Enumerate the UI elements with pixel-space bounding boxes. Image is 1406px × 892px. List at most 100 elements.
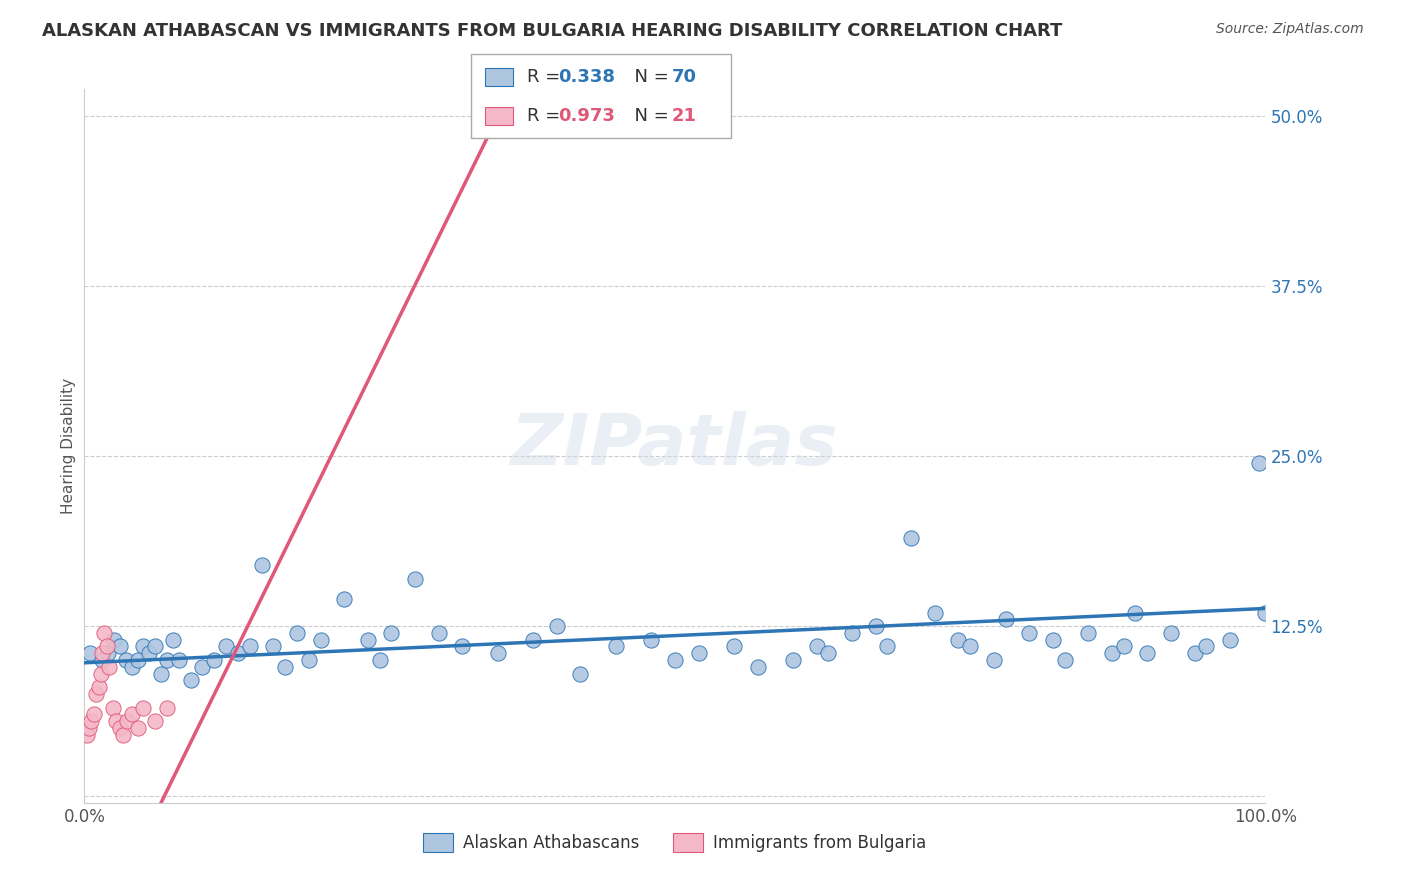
Point: [93, 626, 115, 640]
Point: [115, 714, 138, 729]
Point: [80, 714, 103, 729]
Point: [103, 632, 125, 647]
Point: [143, 640, 166, 654]
Text: 0.973: 0.973: [558, 107, 614, 125]
Point: [876, 640, 898, 654]
Point: [1077, 626, 1099, 640]
Point: [121, 660, 143, 674]
Point: [150, 666, 173, 681]
Point: [1160, 626, 1182, 640]
Point: [640, 632, 662, 647]
Point: [865, 619, 887, 633]
Point: [97, 646, 120, 660]
Point: [900, 531, 922, 545]
Point: [948, 632, 970, 647]
Point: [1018, 626, 1040, 640]
Point: [101, 700, 124, 714]
Point: [486, 646, 509, 660]
Point: [215, 640, 238, 654]
Point: [132, 700, 155, 714]
Point: [180, 673, 202, 688]
Point: [143, 714, 166, 729]
Point: [1101, 646, 1123, 660]
Text: 21: 21: [672, 107, 697, 125]
Point: [664, 653, 686, 667]
Legend: Alaskan Athabascans, Immigrants from Bulgaria: Alaskan Athabascans, Immigrants from Bul…: [416, 826, 934, 859]
Text: 0.338: 0.338: [558, 69, 616, 87]
Point: [114, 653, 136, 667]
Point: [191, 660, 214, 674]
Point: [226, 646, 249, 660]
Point: [357, 632, 380, 647]
Point: [202, 653, 225, 667]
Text: R =: R =: [527, 107, 567, 125]
Point: [427, 626, 450, 640]
Point: [522, 632, 544, 647]
Point: [309, 632, 332, 647]
Point: [994, 612, 1017, 626]
Point: [841, 626, 863, 640]
Point: [688, 646, 710, 660]
Point: [91, 646, 114, 660]
Point: [250, 558, 273, 572]
Point: [127, 653, 149, 667]
Point: [127, 721, 149, 735]
Point: [747, 660, 769, 674]
Point: [132, 640, 155, 654]
Point: [91, 653, 114, 667]
Point: [368, 653, 391, 667]
Point: [285, 626, 308, 640]
Point: [239, 640, 262, 654]
Point: [333, 591, 356, 606]
Point: [112, 728, 135, 742]
Point: [298, 653, 321, 667]
Text: R =: R =: [527, 69, 567, 87]
Point: [84, 687, 107, 701]
Y-axis label: Hearing Disability: Hearing Disability: [60, 378, 76, 514]
Point: [983, 653, 1005, 667]
Point: [569, 666, 592, 681]
Point: [108, 640, 131, 654]
Point: [262, 640, 284, 654]
Point: [77, 721, 100, 735]
Point: [167, 653, 190, 667]
Text: ALASKAN ATHABASCAN VS IMMIGRANTS FROM BULGARIA HEARING DISABILITY CORRELATION CH: ALASKAN ATHABASCAN VS IMMIGRANTS FROM BU…: [42, 22, 1063, 40]
Point: [1249, 456, 1271, 470]
Point: [605, 640, 627, 654]
Text: ZIPatlas: ZIPatlas: [512, 411, 838, 481]
Point: [959, 640, 981, 654]
Point: [1136, 646, 1159, 660]
Point: [98, 660, 121, 674]
Point: [138, 646, 160, 660]
Point: [924, 606, 946, 620]
Point: [380, 626, 402, 640]
Point: [1042, 632, 1064, 647]
Point: [96, 640, 118, 654]
Point: [1254, 606, 1277, 620]
Text: 70: 70: [672, 69, 697, 87]
Point: [723, 640, 745, 654]
Point: [451, 640, 474, 654]
Point: [162, 632, 184, 647]
Point: [782, 653, 804, 667]
Point: [806, 640, 828, 654]
Point: [156, 700, 179, 714]
Point: [1053, 653, 1076, 667]
Point: [1184, 646, 1206, 660]
Point: [1112, 640, 1135, 654]
Point: [76, 728, 98, 742]
Text: N =: N =: [623, 69, 675, 87]
Point: [1219, 632, 1241, 647]
Point: [108, 721, 131, 735]
Point: [1125, 606, 1147, 620]
Point: [156, 653, 179, 667]
Text: N =: N =: [623, 107, 675, 125]
Point: [1195, 640, 1218, 654]
Text: Source: ZipAtlas.com: Source: ZipAtlas.com: [1216, 22, 1364, 37]
Point: [90, 666, 112, 681]
Point: [83, 707, 105, 722]
Point: [817, 646, 839, 660]
Point: [546, 619, 568, 633]
Point: [105, 714, 128, 729]
Point: [121, 707, 143, 722]
